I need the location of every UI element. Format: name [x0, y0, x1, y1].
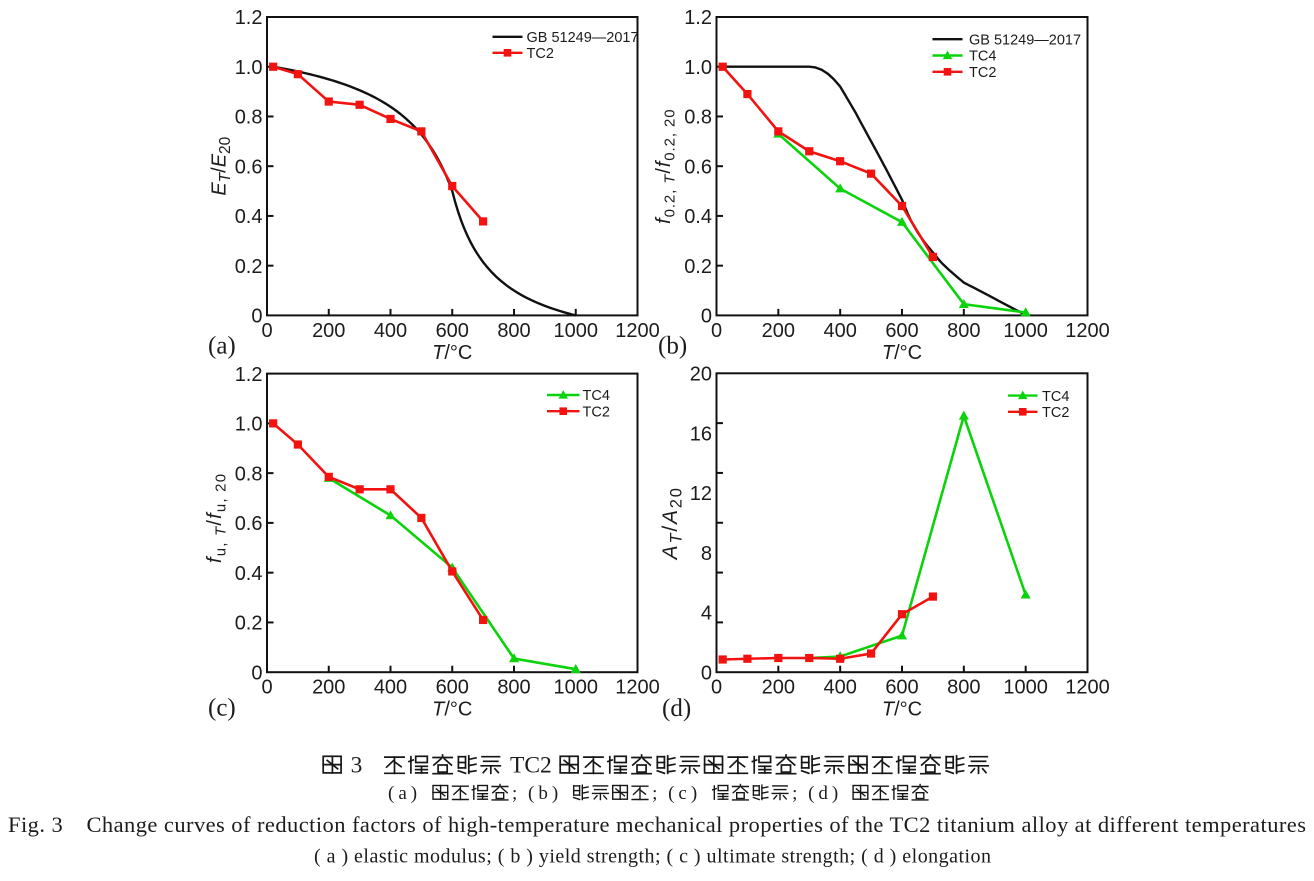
svg-text:TC2: TC2 [510, 753, 552, 779]
svg-text:0: 0 [261, 320, 272, 342]
svg-text:600: 600 [885, 677, 918, 699]
svg-text:0.2: 0.2 [235, 613, 263, 635]
svg-text:800: 800 [497, 320, 530, 342]
svg-text:0.2: 0.2 [235, 256, 263, 278]
svg-text:(b): (b) [528, 783, 562, 804]
svg-text:TC4: TC4 [1042, 389, 1069, 405]
svg-text:(c): (c) [208, 695, 236, 722]
svg-text:0.4: 0.4 [684, 206, 712, 228]
svg-text:1200: 1200 [1065, 320, 1110, 342]
svg-text:1000: 1000 [1003, 320, 1048, 342]
svg-text:TC2: TC2 [969, 65, 996, 81]
svg-text:3: 3 [351, 753, 363, 779]
svg-text:20: 20 [690, 364, 712, 386]
svg-text:f0.2, T/f0.2, 20: f0.2, T/f0.2, 20 [653, 109, 679, 224]
svg-text:0: 0 [701, 662, 712, 684]
svg-text:TC2: TC2 [583, 404, 610, 420]
svg-text:0: 0 [251, 306, 262, 328]
svg-text:200: 200 [762, 677, 795, 699]
svg-text:1.0: 1.0 [235, 57, 263, 79]
svg-text:1.0: 1.0 [235, 414, 263, 436]
svg-text:600: 600 [436, 677, 469, 699]
svg-text:0: 0 [711, 677, 722, 699]
svg-text:1.2: 1.2 [235, 364, 263, 386]
svg-text:600: 600 [436, 320, 469, 342]
svg-text:200: 200 [312, 320, 345, 342]
svg-text:8: 8 [701, 543, 712, 565]
svg-text:(d): (d) [808, 783, 842, 804]
svg-text:400: 400 [823, 320, 856, 342]
svg-text:0.8: 0.8 [684, 107, 712, 129]
svg-text:;: ; [792, 783, 797, 804]
svg-text:TC4: TC4 [583, 388, 610, 404]
svg-text:0.2: 0.2 [684, 256, 712, 278]
svg-text:TC4: TC4 [969, 49, 996, 65]
svg-text:16: 16 [690, 423, 712, 445]
svg-text:T/°C: T/°C [432, 699, 472, 721]
svg-text:(c): (c) [668, 783, 701, 804]
svg-text:fu, T/fu, 20: fu, T/fu, 20 [204, 473, 230, 563]
svg-text:(a): (a) [388, 783, 421, 804]
svg-text:0.6: 0.6 [684, 156, 712, 178]
svg-text:T/°C: T/°C [882, 699, 922, 721]
svg-text:0.8: 0.8 [235, 463, 263, 485]
svg-text:1000: 1000 [554, 320, 599, 342]
svg-text:1200: 1200 [615, 677, 660, 699]
svg-text:0: 0 [711, 320, 722, 342]
svg-text:1.2: 1.2 [235, 7, 263, 29]
svg-text:400: 400 [823, 677, 856, 699]
svg-text:(a): (a) [208, 333, 236, 360]
svg-text:(d): (d) [662, 695, 691, 722]
svg-text:GB 51249—2017: GB 51249—2017 [969, 32, 1081, 48]
svg-text:(b): (b) [658, 333, 687, 360]
svg-text:T/°C: T/°C [432, 342, 472, 364]
svg-text:TC2: TC2 [1042, 405, 1069, 421]
svg-text:400: 400 [374, 677, 407, 699]
svg-text:0.6: 0.6 [235, 513, 263, 535]
svg-text:T/°C: T/°C [882, 342, 922, 364]
svg-text:TC2: TC2 [527, 46, 554, 62]
svg-text:0.4: 0.4 [235, 206, 263, 228]
svg-text:AT/A20: AT/A20 [659, 486, 686, 561]
svg-text:4: 4 [701, 603, 712, 625]
svg-text:1000: 1000 [1003, 677, 1048, 699]
svg-text:( a ) elastic modulus; ( b ): ( a ) elastic modulus; ( b ) yield stren… [314, 846, 991, 868]
svg-text:;: ; [512, 783, 517, 804]
svg-text:GB 51249—2017: GB 51249—2017 [527, 30, 639, 46]
svg-text:1.2: 1.2 [684, 7, 712, 29]
svg-text:800: 800 [947, 320, 980, 342]
svg-text:200: 200 [762, 320, 795, 342]
svg-text:0: 0 [251, 662, 262, 684]
svg-text:1200: 1200 [615, 320, 660, 342]
svg-text:ET/E20: ET/E20 [209, 136, 235, 195]
svg-text:0.4: 0.4 [235, 563, 263, 585]
svg-text:800: 800 [497, 677, 530, 699]
svg-text:400: 400 [374, 320, 407, 342]
svg-text:1000: 1000 [554, 677, 599, 699]
svg-text:0: 0 [261, 677, 272, 699]
svg-text:0.8: 0.8 [235, 107, 263, 129]
svg-text:1.0: 1.0 [684, 57, 712, 79]
svg-text:1200: 1200 [1065, 677, 1110, 699]
svg-text:12: 12 [690, 483, 712, 505]
svg-text:800: 800 [947, 677, 980, 699]
svg-text:0.6: 0.6 [235, 156, 263, 178]
svg-text:;: ; [652, 783, 657, 804]
svg-text:200: 200 [312, 677, 345, 699]
svg-text:Fig. 3 Change curves of reduc: Fig. 3 Change curves of reduction factor… [8, 812, 1306, 837]
svg-text:0: 0 [701, 306, 712, 328]
svg-text:600: 600 [885, 320, 918, 342]
